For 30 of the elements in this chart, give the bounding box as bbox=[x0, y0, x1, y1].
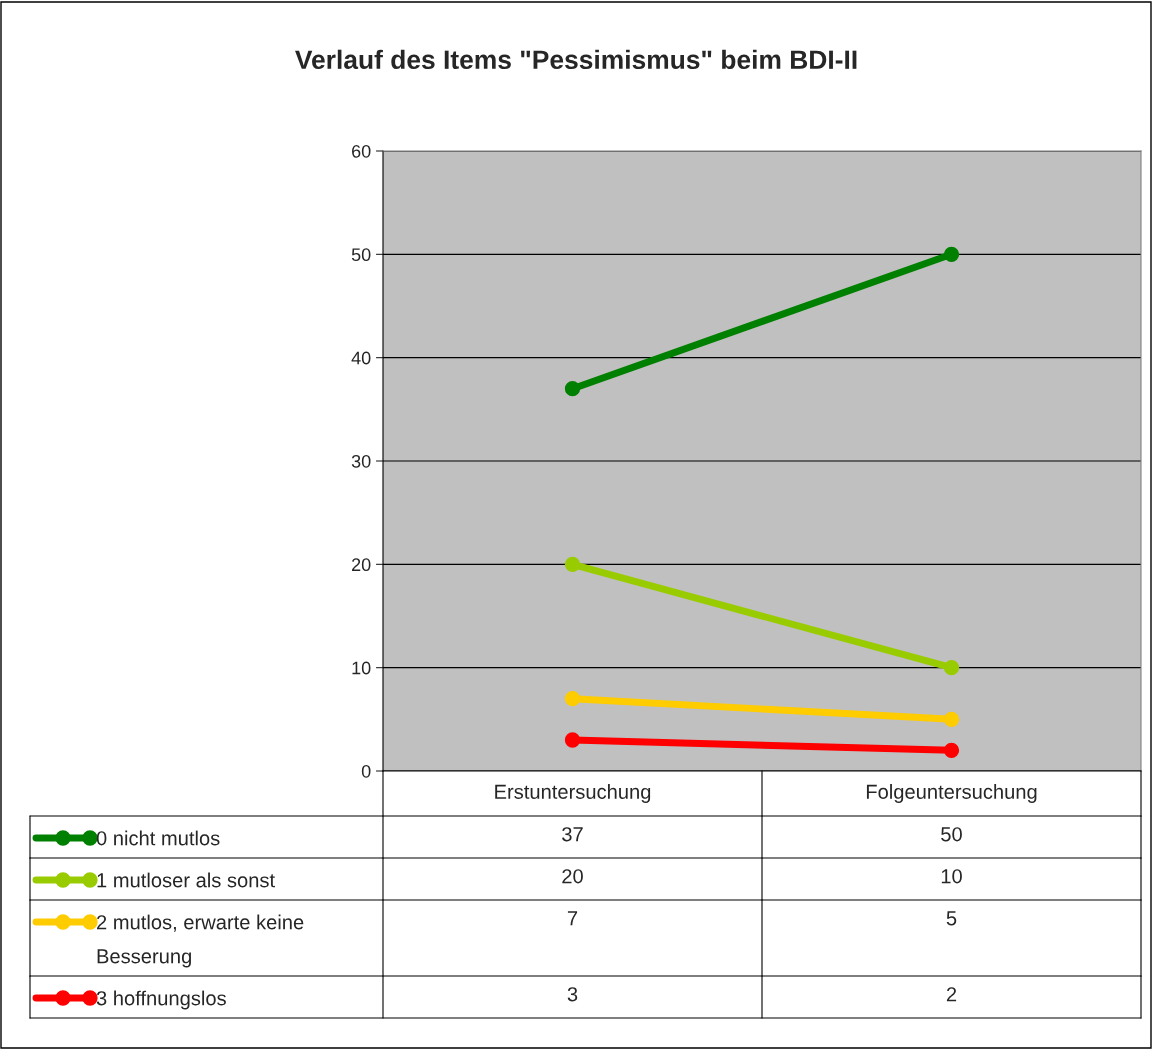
point bbox=[564, 691, 581, 707]
point bbox=[564, 732, 581, 748]
y-tick-label: 10 bbox=[352, 661, 371, 675]
chart-title: Verlauf des Items "Pessimismus" beim BDI-II bbox=[295, 49, 857, 70]
data-label: 2 bbox=[946, 987, 957, 1002]
x-tick-label: Erstuntersuchung bbox=[495, 784, 651, 803]
point bbox=[943, 742, 960, 758]
legend-label: 2 mutlos, erwarte keine Besserung bbox=[97, 914, 304, 968]
point bbox=[943, 660, 960, 676]
point bbox=[564, 556, 581, 572]
point bbox=[943, 711, 960, 727]
y-tick-label: 60 bbox=[352, 144, 371, 158]
point bbox=[943, 246, 960, 262]
y-tick-label: 30 bbox=[351, 454, 371, 468]
y-tick-label: 40 bbox=[351, 351, 371, 365]
data-label: 7 bbox=[567, 911, 578, 926]
point bbox=[564, 381, 581, 397]
data-label: 37 bbox=[562, 827, 583, 842]
data-label: 50 bbox=[941, 827, 962, 842]
legend-label: 3 hoffnungslos bbox=[96, 990, 226, 1010]
x-tick-label: Folgeuntersuchung bbox=[866, 784, 1037, 803]
data-label: 10 bbox=[941, 869, 962, 884]
y-tick-label: 50 bbox=[351, 248, 371, 262]
data-label: 3 bbox=[567, 987, 578, 1002]
data-label: 5 bbox=[946, 911, 957, 926]
y-tick-label: 20 bbox=[352, 558, 371, 572]
y-tick-label: 0 bbox=[361, 764, 371, 778]
legend-label: 0 nicht mutlos bbox=[96, 830, 220, 846]
legend-label: 1 mutloser als sonst bbox=[97, 872, 275, 888]
data-label: 20 bbox=[562, 869, 583, 884]
